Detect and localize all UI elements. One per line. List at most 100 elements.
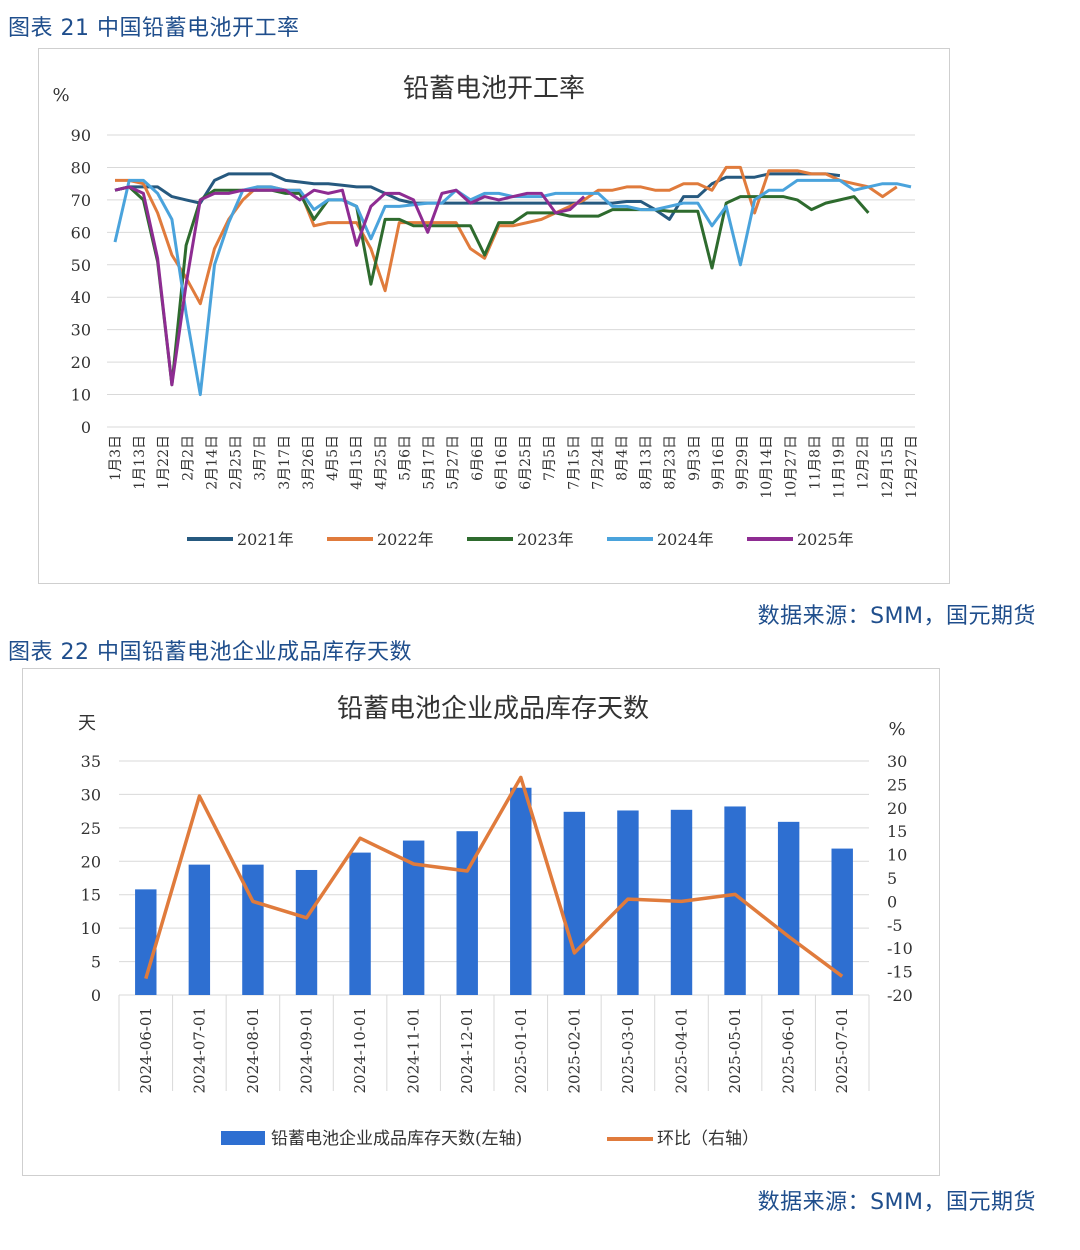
right-tick-label: 30 (887, 752, 907, 771)
left-tick-label: 5 (91, 953, 101, 972)
x-tick-label: 6月6日 (470, 435, 486, 481)
x-tick-label: 2025-03-01 (619, 1007, 637, 1093)
figure21-frame: 铅蓄电池开工率% 0 10 20 30 40 50 60 70 80 90 1月3日 1月13日 1月22… (38, 48, 950, 584)
right-tick-label: 15 (887, 822, 907, 841)
legend-swatch-bar (221, 1131, 265, 1145)
inventory-bar (242, 864, 264, 995)
chart-title: 铅蓄电池开工率 (403, 74, 585, 104)
right-tick-label: -10 (887, 939, 913, 958)
x-tick-label: 4月25日 (373, 435, 389, 490)
figure22-frame: 铅蓄电池企业成品库存天数天% 0 5 10 15 20 25 30 35 -20 -15 -10 -5 0… (22, 668, 940, 1176)
x-tick-label: 9月16日 (711, 435, 727, 490)
legend-label-line: 环比（右轴） (657, 1129, 759, 1149)
legend-label-2025: 2025年 (797, 530, 854, 549)
x-tick-label: 5月17日 (422, 435, 438, 490)
x-tick-label: 1月3日 (108, 435, 124, 481)
y-tick-label: 30 (71, 321, 91, 340)
inventory-bar (295, 869, 318, 995)
x-tick-label: 2025-04-01 (673, 1007, 691, 1093)
y-tick-label: 90 (71, 126, 91, 145)
x-tick-label: 11月19日 (832, 435, 848, 499)
x-tick-label: 2024-06-01 (137, 1007, 155, 1093)
left-tick-label: 20 (81, 852, 101, 871)
right-tick-label: -15 (887, 963, 913, 982)
y-tick-label: 10 (71, 386, 91, 405)
left-tick-label: 35 (81, 752, 101, 771)
inventory-bar (349, 852, 371, 995)
x-tick-label: 7月5日 (542, 435, 558, 481)
x-tick-label: 8月4日 (615, 435, 631, 481)
y-tick-label: 0 (81, 418, 91, 437)
right-tick-label: 0 (887, 892, 897, 911)
utilization-line-chart: 铅蓄电池开工率% 0 10 20 30 40 50 60 70 80 90 1月3日 1月13日 1月22… (52, 74, 920, 549)
legend-label-bar: 铅蓄电池企业成品库存天数(左轴) (271, 1129, 522, 1149)
x-tick-label: 12月15日 (880, 435, 896, 499)
x-tick-label: 10月14日 (759, 435, 775, 499)
series-line-2023 (114, 185, 870, 387)
x-tick-label: 6月25日 (518, 435, 534, 490)
right-tick-label: 25 (887, 775, 907, 794)
figure21-source: 数据来源：SMM，国元期货 (757, 604, 1036, 629)
left-tick-label: 15 (81, 886, 101, 905)
x-tick-label: 2024-09-01 (298, 1007, 316, 1093)
inventory-bar (724, 806, 746, 995)
right-tick-label: 10 (887, 846, 907, 865)
y-tick-label: 60 (71, 223, 91, 242)
inventory-bar (510, 787, 532, 995)
mom-change-line (144, 775, 844, 980)
right-tick-label: -5 (887, 916, 903, 935)
x-tick-label: 2025-05-01 (726, 1007, 744, 1093)
y-tick-label: 40 (71, 288, 91, 307)
x-tick-label: 2024-12-01 (458, 1007, 476, 1093)
x-tick-label: 2024-07-01 (190, 1007, 208, 1093)
left-tick-label: 30 (81, 785, 101, 804)
left-tick-label: 10 (81, 919, 101, 938)
x-tick-label: 2024-11-01 (405, 1007, 423, 1093)
inventory-bar (831, 848, 853, 995)
x-tick-label: 8月13日 (639, 435, 655, 490)
right-tick-label: 20 (887, 799, 907, 818)
x-tick-label: 2月2日 (180, 435, 196, 481)
x-tick-label: 2025-02-01 (565, 1007, 583, 1093)
series-line-2022 (115, 165, 898, 306)
y-tick-label: 20 (71, 353, 91, 372)
left-tick-label: 25 (81, 819, 101, 838)
x-tick-label: 12月27日 (904, 435, 920, 499)
x-tick-label: 4月5日 (325, 435, 341, 481)
x-tick-label: 8月23日 (663, 435, 679, 490)
legend-label-2024: 2024年 (657, 530, 714, 549)
x-tick-label: 7月24日 (590, 435, 606, 490)
y-axis-unit: % (52, 85, 69, 106)
inventory-bar (456, 831, 478, 995)
inventory-bar (563, 811, 586, 995)
x-tick-label: 11月8日 (807, 435, 823, 490)
right-axis-unit: % (888, 719, 905, 740)
x-tick-label: 3月26日 (301, 435, 317, 490)
y-tick-label: 70 (71, 191, 91, 210)
x-tick-label: 2025-06-01 (780, 1007, 798, 1093)
right-tick-label: 5 (887, 869, 897, 888)
figure22-source: 数据来源：SMM，国元期货 (757, 1190, 1036, 1215)
inventory-bar (617, 810, 639, 995)
x-tick-label: 2月25日 (229, 435, 245, 490)
x-tick-label: 7月15日 (566, 435, 582, 490)
figure22-caption: 图表 22 中国铅蓄电池企业成品库存天数 (8, 640, 412, 665)
x-tick-label: 6月16日 (494, 435, 510, 490)
x-tick-label: 2024-10-01 (351, 1007, 369, 1093)
inventory-bar (135, 889, 157, 995)
left-tick-label: 0 (91, 986, 101, 1005)
legend-label-2023: 2023年 (517, 530, 574, 549)
x-tick-label: 4月15日 (349, 435, 365, 490)
inventory-bar (777, 821, 800, 995)
x-tick-label: 2月14日 (204, 435, 220, 490)
x-tick-label: 5月6日 (397, 435, 413, 481)
y-tick-label: 50 (71, 256, 91, 275)
x-tick-label: 3月7日 (253, 435, 269, 481)
x-tick-label: 3月17日 (277, 435, 293, 490)
x-tick-label: 2025-07-01 (833, 1007, 851, 1093)
x-tick-label: 1月13日 (132, 435, 148, 490)
left-axis-unit: 天 (78, 713, 96, 734)
y-tick-label: 80 (71, 158, 91, 177)
figure21-caption: 图表 21 中国铅蓄电池开工率 (8, 16, 300, 41)
legend-label-2021: 2021年 (237, 530, 294, 549)
